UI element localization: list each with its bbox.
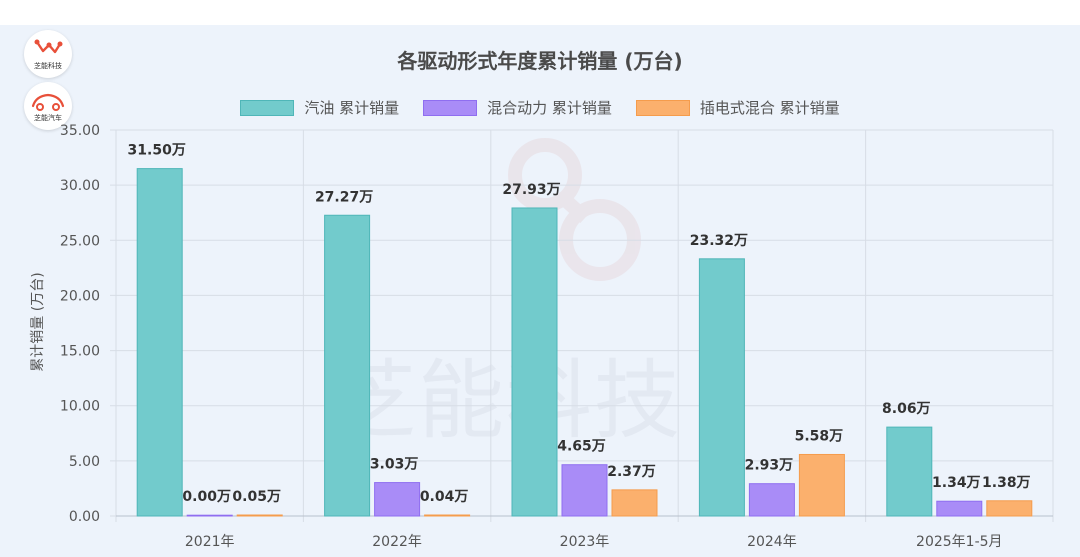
y-tick-label: 15.00 (60, 344, 100, 360)
legend-item-gasoline[interactable]: 汽油 累计销量 (240, 97, 399, 118)
x-tick-label: 2024年 (747, 534, 797, 550)
legend-swatch-gasoline (240, 99, 295, 116)
legend-label-phev: 插电式混合 累计销量 (699, 99, 840, 117)
x-tick-label: 2023年 (560, 534, 610, 550)
zhineng-auto-logo: 芝能汽车 (24, 82, 72, 130)
data-label: 1.34万 (932, 475, 981, 491)
data-label: 3.03万 (370, 457, 419, 473)
data-label: 27.93万 (502, 182, 560, 198)
bar-series-2-cat-3 (798, 453, 845, 517)
legend-label-gasoline: 汽油 累计销量 (304, 99, 400, 117)
bar-series-1-cat-1 (374, 482, 421, 517)
car-icon (31, 93, 65, 111)
legend-swatch-hybrid (423, 99, 478, 116)
y-axis-label: 累计销量 (万台) (30, 272, 46, 371)
bar-series-1-cat-3 (748, 483, 795, 517)
y-tick-label: 25.00 (60, 233, 100, 249)
y-tick-label: 35.00 (60, 123, 100, 139)
x-tick-label: 2021年 (185, 534, 235, 550)
legend-label-hybrid: 混合动力 累计销量 (487, 99, 612, 117)
data-label: 31.50万 (128, 143, 186, 159)
legend-item-phev[interactable]: 插电式混合 累计销量 (635, 97, 840, 118)
bar-series-0-cat-0 (136, 168, 183, 517)
y-tick-label: 20.00 (60, 288, 100, 304)
bars (136, 168, 1033, 517)
top-band (0, 0, 1080, 25)
x-tick-label: 2025年1-5月 (916, 534, 1003, 550)
bar-series-2-cat-4 (986, 500, 1033, 517)
logo1-text: 芝能科技 (34, 62, 62, 70)
chart-legend: 汽油 累计销量 混合动力 累计销量 插电式混合 累计销量 (0, 97, 1080, 118)
zhineng-tech-logo: 芝能科技 (24, 30, 72, 78)
data-label: 0.04万 (420, 489, 469, 505)
bar-series-2-cat-0 (236, 514, 283, 517)
x-axis: 2021年 2022年 2023年 2024年 2025年1-5月 (116, 515, 1053, 550)
data-label: 27.27万 (315, 189, 373, 205)
data-label: 5.58万 (795, 428, 844, 444)
data-label: 0.05万 (232, 489, 281, 505)
data-label: 0.00万 (182, 489, 231, 505)
bar-series-0-cat-1 (324, 214, 371, 517)
y-axis: 0.00 5.00 10.00 15.00 20.00 25.00 30.00 35.00 (60, 123, 100, 525)
watermark-text: 芝能科技 (330, 351, 682, 451)
data-label: 4.65万 (557, 439, 606, 455)
data-labels: 31.50万 27.27万 27.93万 23.32万 8.06万 0.00万 3.03万 4… (128, 143, 1031, 506)
data-label: 8.06万 (882, 401, 931, 417)
bar-series-2-cat-2 (611, 489, 658, 517)
y-tick-label: 0.00 (69, 509, 100, 525)
legend-item-hybrid[interactable]: 混合动力 累计销量 (423, 97, 612, 118)
legend-swatch-phev (635, 99, 690, 116)
data-label: 2.37万 (607, 464, 656, 480)
logo2-text: 芝能汽车 (34, 114, 62, 122)
bar-series-1-cat-0 (186, 514, 233, 517)
y-tick-label: 30.00 (60, 178, 100, 194)
bar-series-0-cat-3 (698, 258, 745, 517)
data-label: 23.32万 (690, 233, 748, 249)
y-tick-label: 10.00 (60, 399, 100, 415)
bar-series-2-cat-1 (424, 514, 471, 517)
zhineng-tech-logo-icon (34, 39, 63, 54)
bar-series-0-cat-4 (886, 426, 933, 517)
y-tick-label: 5.00 (69, 454, 100, 470)
data-label: 1.38万 (982, 475, 1031, 491)
bar-series-0-cat-2 (511, 207, 558, 517)
bar-series-1-cat-4 (936, 500, 983, 517)
data-label: 2.93万 (745, 458, 794, 474)
x-tick-label: 2022年 (372, 534, 422, 550)
chart-title: 各驱动形式年度累计销量 (万台) (397, 49, 683, 73)
bar-series-1-cat-2 (561, 464, 608, 517)
